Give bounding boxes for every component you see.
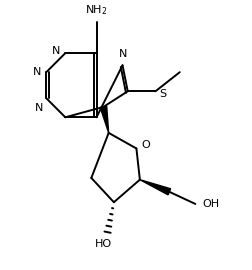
Text: O: O	[142, 140, 150, 150]
Text: NH$_2$: NH$_2$	[85, 3, 108, 17]
Text: S: S	[159, 89, 166, 99]
Text: N: N	[119, 49, 128, 59]
Text: N: N	[33, 67, 41, 77]
Text: N: N	[52, 46, 60, 56]
Text: OH: OH	[202, 199, 219, 209]
Text: N: N	[35, 103, 43, 113]
Polygon shape	[100, 106, 109, 133]
Text: HO: HO	[95, 239, 112, 249]
Polygon shape	[140, 180, 171, 195]
